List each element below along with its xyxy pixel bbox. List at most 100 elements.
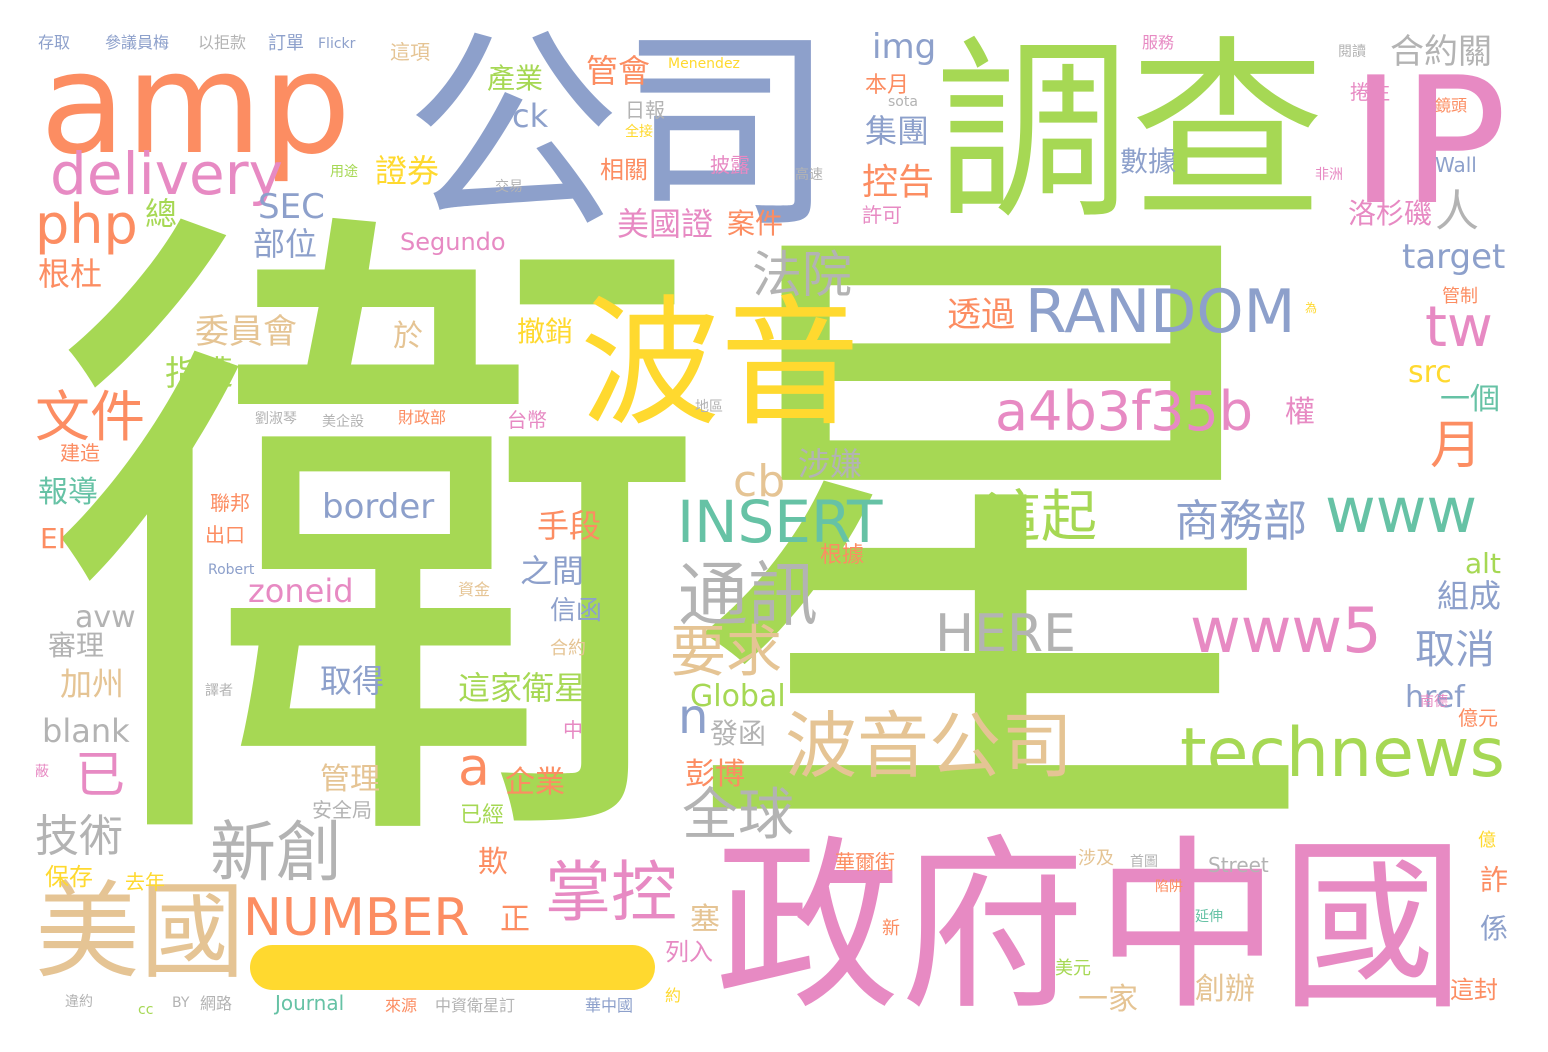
- word: 詐: [1476, 865, 1509, 893]
- word: 係: [1480, 912, 1509, 945]
- word: n: [678, 689, 709, 745]
- word: 管理: [320, 762, 380, 797]
- word: 指遭: [165, 354, 233, 394]
- word: RANDOM: [1025, 277, 1296, 347]
- word: 中: [563, 718, 583, 742]
- word: sota: [888, 94, 918, 110]
- word: 證券: [375, 152, 440, 190]
- word: 來源: [385, 996, 418, 1015]
- word: 華中國: [585, 996, 634, 1015]
- word: 南德: [1420, 694, 1448, 710]
- word: 資金: [458, 580, 491, 599]
- word: 蔽: [35, 764, 49, 780]
- word: Journal: [275, 991, 345, 1015]
- word: 交易: [495, 179, 523, 195]
- word: tw: [1425, 295, 1493, 360]
- word: 數據: [1120, 145, 1177, 178]
- word: 發函: [710, 717, 767, 750]
- word: 塞: [690, 902, 720, 937]
- word: 涉嫌: [798, 445, 863, 483]
- word: 披露: [710, 153, 750, 177]
- word: a4b3f35b: [995, 380, 1254, 443]
- word: 一個: [1440, 382, 1500, 417]
- word: 之間: [520, 552, 585, 590]
- word: 組成: [1437, 577, 1502, 615]
- word: 部位: [253, 225, 318, 263]
- word: 訂單: [268, 33, 304, 54]
- word: 高速: [795, 167, 823, 183]
- word: 用途: [330, 164, 358, 180]
- word: 中國: [1095, 819, 1465, 1035]
- word: 政府: [715, 819, 1085, 1035]
- word: 以拒款: [198, 33, 247, 52]
- word: php: [35, 193, 138, 256]
- word: 存取: [38, 33, 71, 52]
- word: 全球: [682, 783, 794, 848]
- word: 違約: [65, 994, 93, 1010]
- word: 財政部: [398, 408, 447, 427]
- word: 億元: [1458, 706, 1498, 730]
- word: 出口: [205, 523, 245, 547]
- word: 公司: [405, 7, 835, 258]
- word: 已: [75, 746, 125, 804]
- word: SEC: [258, 187, 325, 227]
- word: 根據: [820, 543, 865, 568]
- word: 中資衛星訂: [435, 996, 516, 1015]
- word: Wall: [1435, 153, 1477, 177]
- word: 信函: [550, 596, 603, 626]
- word: 正: [500, 902, 530, 937]
- word: 陷阱: [1155, 879, 1183, 895]
- word: 捲注: [1350, 80, 1390, 104]
- word: Global: [690, 679, 786, 714]
- word: 掌控: [545, 854, 677, 931]
- word: 人: [1435, 186, 1479, 237]
- word: 商務部: [1175, 496, 1307, 547]
- word: 總: [145, 195, 178, 233]
- word: 管制: [1442, 286, 1478, 307]
- word: 聯邦: [210, 491, 250, 515]
- word: 為: [1305, 301, 1318, 315]
- word: BY: [172, 995, 190, 1011]
- word: 這封: [1450, 976, 1498, 1004]
- word: 許可: [862, 203, 902, 227]
- word: Segundo: [400, 228, 506, 256]
- word: 加州: [60, 665, 125, 703]
- word: 透過: [947, 295, 1015, 335]
- word: 控告: [862, 162, 935, 203]
- word: ck: [512, 97, 549, 135]
- word: 根杜: [38, 255, 103, 293]
- word: 集團: [865, 112, 930, 150]
- word: NUMBER: [243, 888, 470, 948]
- word: 美國證: [617, 205, 714, 243]
- word: Menendez: [668, 56, 740, 72]
- word: 案件: [727, 207, 784, 240]
- word: 洛杉磯: [1348, 197, 1433, 230]
- word: 要求: [670, 620, 782, 685]
- word: src: [1408, 355, 1452, 390]
- word: 權: [1285, 395, 1315, 430]
- word: 這家衛星: [458, 669, 587, 707]
- word: 已經: [460, 803, 505, 828]
- word: 這起: [985, 485, 1097, 550]
- word: avw: [75, 600, 136, 635]
- word: 約: [665, 986, 682, 1005]
- word: HERE: [935, 604, 1076, 664]
- word: 參議員梅: [105, 33, 170, 52]
- word: 延伸: [1195, 909, 1223, 925]
- word: Street: [1208, 853, 1269, 877]
- word: border: [322, 487, 435, 527]
- word: www: [1325, 474, 1478, 547]
- yellow-dash-glyph: [250, 945, 655, 990]
- word: 閱讀: [1338, 44, 1366, 60]
- word: 美國: [35, 871, 246, 993]
- word: target: [1402, 237, 1506, 277]
- word: 欺: [478, 845, 508, 880]
- word: 本月: [865, 73, 910, 98]
- word: 涉及: [1078, 848, 1114, 869]
- word: 報導: [38, 475, 98, 510]
- word: 相關: [600, 156, 648, 184]
- word: 審理: [48, 629, 105, 662]
- word: 華爾街: [835, 850, 895, 874]
- word: 新創: [210, 814, 342, 891]
